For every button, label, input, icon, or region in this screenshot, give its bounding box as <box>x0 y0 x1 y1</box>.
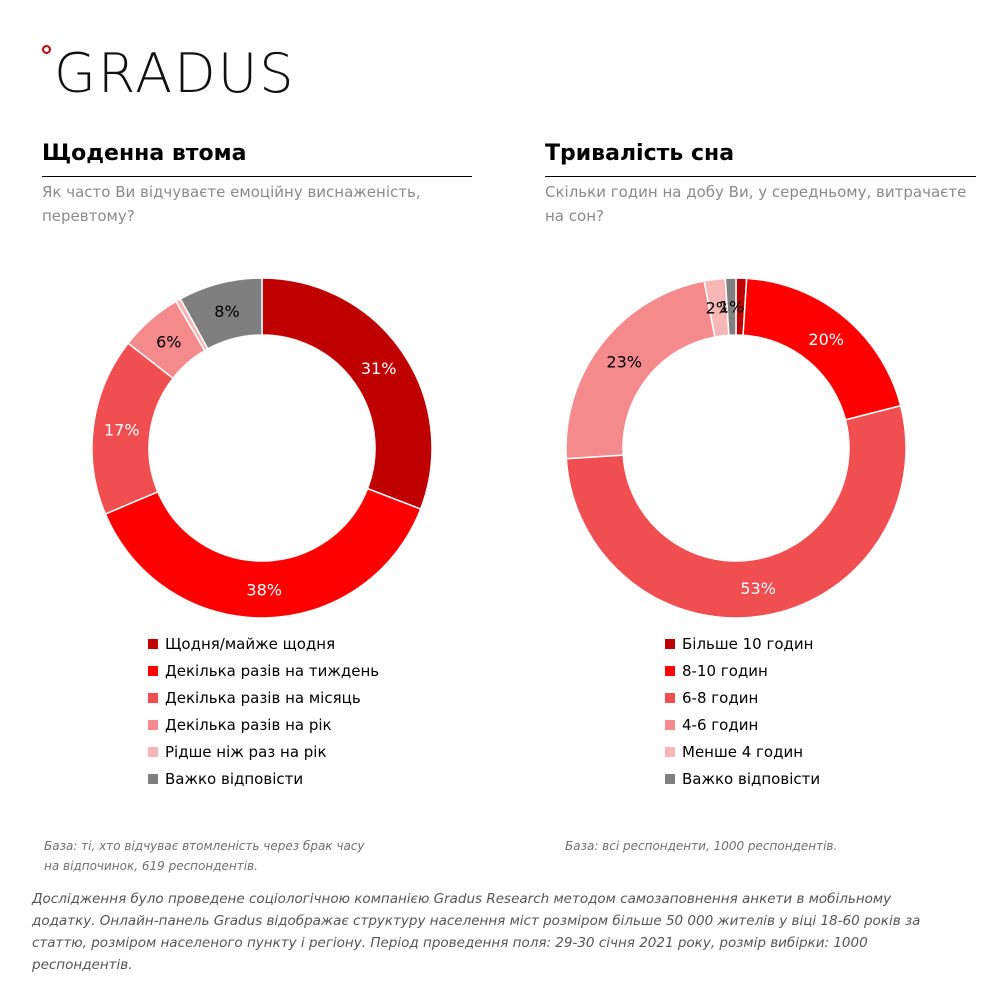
legend-item: 6-8 годин <box>665 685 820 712</box>
donut-slice <box>179 277 263 350</box>
legend-item: Рідше ніж раз на рік <box>148 739 379 766</box>
legend-swatch <box>665 720 675 730</box>
donut-slice <box>565 404 907 619</box>
legend-item: Щодня/майже щодня <box>148 631 379 658</box>
legend-swatch <box>148 747 158 757</box>
panel-daily-fatigue: Щоденна втома Як часто Ви відчуваєте емо… <box>42 140 472 228</box>
slice-data-label: 2% <box>706 299 731 318</box>
legend-label: Щодня/майже щодня <box>165 635 336 653</box>
base-note-daily-fatigue: База: ті, хто відчуває втомленість через… <box>44 839 365 873</box>
donut-slice <box>261 277 433 511</box>
legend-daily-fatigue: Щодня/майже щодня Декілька разів на тижд… <box>148 631 379 793</box>
legend-swatch <box>148 666 158 676</box>
legend-swatch <box>148 720 158 730</box>
legend-item: Менше 4 годин <box>665 739 820 766</box>
chart-subtitle: Як часто Ви відчуваєте емоційну виснажен… <box>42 183 421 225</box>
legend-swatch <box>148 693 158 703</box>
slice-data-label: 17% <box>104 420 140 439</box>
slice-data-label: 23% <box>606 352 642 371</box>
methodology-footnote: Дослідження було проведене соціологічною… <box>32 891 921 973</box>
logo-text: GRADUS <box>54 42 296 105</box>
legend-swatch <box>148 639 158 649</box>
legend-label: Важко відповісти <box>682 770 821 788</box>
logo-circle-icon <box>42 45 51 54</box>
legend-sleep-duration: Більше 10 годин 8-10 годин 6-8 годин 4-6… <box>665 631 820 793</box>
legend-item: Важко відповісти <box>148 766 379 793</box>
legend-label: Декілька разів на рік <box>165 716 332 734</box>
legend-label: 4-6 годин <box>682 716 759 734</box>
legend-swatch <box>665 666 675 676</box>
chart-title: Тривалість сна <box>545 140 976 177</box>
slice-data-label: 38% <box>246 580 282 599</box>
base-note-sleep-duration: База: всі респонденти, 1000 респондентів… <box>565 839 838 853</box>
legend-label: Більше 10 годин <box>682 635 814 653</box>
legend-label: Декілька разів на тиждень <box>165 662 380 680</box>
donut-slice <box>742 277 902 421</box>
legend-item: Декілька разів на місяць <box>148 685 379 712</box>
chart-subtitle: Скільки годин на добу Ви, у середньому, … <box>545 183 967 225</box>
donut-slice <box>724 277 737 337</box>
legend-item: Важко відповісти <box>665 766 820 793</box>
legend-label: Менше 4 годин <box>682 743 803 761</box>
slice-data-label: 1% <box>719 298 744 317</box>
legend-swatch <box>665 774 675 784</box>
legend-label: Рідше ніж раз на рік <box>165 743 327 761</box>
panel-sleep-duration: Тривалість сна Скільки годин на добу Ви,… <box>545 140 976 228</box>
legend-item: Більше 10 годин <box>665 631 820 658</box>
slice-data-label: 20% <box>808 330 844 349</box>
slice-data-label: 31% <box>361 359 397 378</box>
legend-item: 8-10 годин <box>665 658 820 685</box>
legend-swatch <box>665 639 675 649</box>
slice-data-label: 6% <box>156 333 181 352</box>
chart-title: Щоденна втома <box>42 140 472 177</box>
legend-swatch <box>665 747 675 757</box>
legend-swatch <box>665 693 675 703</box>
legend-label: Важко відповісти <box>165 770 304 788</box>
slice-data-label: 8% <box>214 302 239 321</box>
legend-item: Декілька разів на рік <box>148 712 379 739</box>
legend-swatch <box>148 774 158 784</box>
legend-label: 6-8 годин <box>682 689 759 707</box>
legend-item: 4-6 годин <box>665 712 820 739</box>
donut-slice <box>104 487 422 619</box>
legend-label: Декілька разів на місяць <box>165 689 361 707</box>
slice-data-label: 53% <box>740 579 776 598</box>
legend-item: Декілька разів на тиждень <box>148 658 379 685</box>
legend-label: 8-10 годин <box>682 662 768 680</box>
